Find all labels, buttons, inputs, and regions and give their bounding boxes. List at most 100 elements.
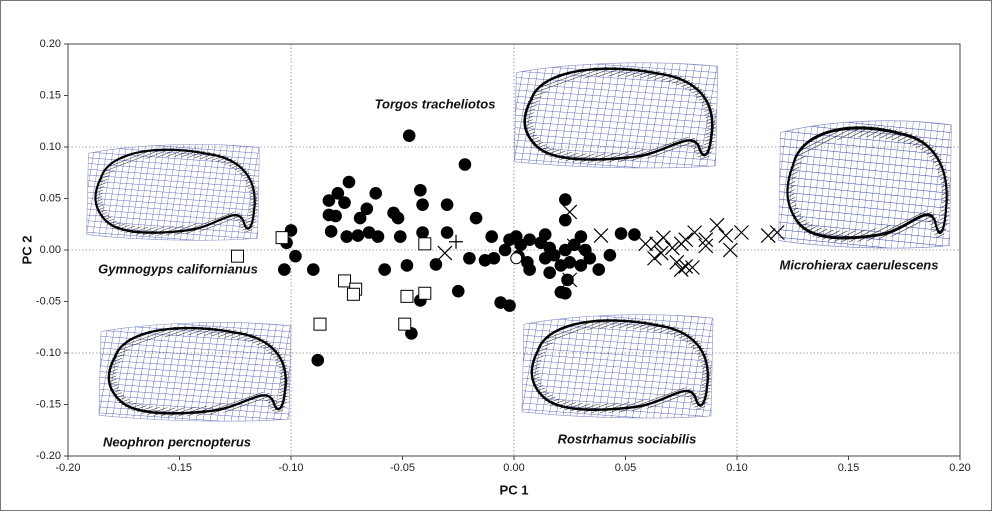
- point: [469, 211, 483, 225]
- point: [593, 228, 609, 244]
- x-tick-label: 0.05: [615, 462, 636, 474]
- warp-grid: [87, 144, 260, 240]
- y-tick-label: 0.00: [40, 244, 61, 256]
- point: [307, 263, 320, 276]
- point: [416, 226, 429, 239]
- point: [760, 228, 776, 244]
- point: [429, 258, 443, 271]
- point: [561, 273, 574, 287]
- point: [638, 236, 653, 252]
- point: [562, 272, 578, 288]
- point: [440, 198, 454, 211]
- annotation: Rostrhamus sociabilis: [558, 431, 697, 446]
- point: [558, 193, 572, 206]
- point: [400, 289, 414, 303]
- warp-grid: [522, 315, 713, 418]
- point: [487, 251, 501, 265]
- point: [566, 238, 582, 254]
- x-axis-label: PC 1: [500, 482, 529, 497]
- x-tick-label: -0.10: [278, 462, 303, 474]
- y-tick-label: 0.20: [40, 38, 61, 50]
- point: [331, 187, 345, 200]
- point: [503, 299, 516, 312]
- x-tick-label: 0.00: [503, 462, 524, 474]
- y-tick-label: 0.15: [40, 89, 61, 101]
- point: [523, 233, 536, 246]
- point: [437, 245, 453, 261]
- point: [371, 230, 385, 243]
- point: [449, 234, 464, 249]
- point: [278, 263, 291, 276]
- point: [543, 266, 556, 279]
- point: [346, 287, 360, 301]
- series: [278, 129, 641, 367]
- annotation: Neophron percnopterus: [103, 434, 251, 449]
- point: [402, 129, 416, 142]
- point: [687, 225, 703, 240]
- point: [311, 353, 325, 367]
- x-tick-label: -0.15: [167, 462, 192, 474]
- point: [592, 263, 606, 276]
- point: [769, 225, 785, 240]
- y-tick-label: 0.05: [40, 192, 61, 204]
- point: [289, 249, 302, 263]
- point: [614, 227, 628, 240]
- y-tick-label: -0.20: [36, 450, 61, 462]
- point: [418, 286, 432, 300]
- point: [387, 206, 400, 220]
- x-tick-label: 0.10: [726, 462, 747, 474]
- point: [275, 231, 289, 245]
- point: [378, 263, 391, 276]
- annotation: Gymnogyps californianus: [98, 261, 258, 276]
- point: [678, 232, 694, 248]
- point: [338, 274, 352, 288]
- point: [342, 175, 356, 189]
- point: [463, 251, 476, 265]
- point: [340, 230, 354, 243]
- point: [538, 228, 552, 241]
- point: [440, 226, 454, 239]
- point: [313, 317, 327, 331]
- point: [338, 196, 351, 209]
- point: [510, 252, 523, 265]
- series: [230, 231, 432, 331]
- point: [628, 228, 641, 241]
- warp-grid: [779, 121, 952, 248]
- point: [324, 225, 338, 238]
- point: [562, 204, 578, 220]
- x-tick-label: 0.20: [949, 462, 970, 474]
- warp-grid: [514, 63, 718, 168]
- point: [393, 230, 407, 243]
- point: [414, 183, 427, 197]
- point: [709, 217, 725, 233]
- point: [678, 259, 694, 274]
- series: [437, 204, 785, 288]
- series: [449, 234, 464, 249]
- y-tick-label: 0.10: [40, 141, 61, 153]
- point: [369, 187, 383, 200]
- point: [351, 229, 365, 242]
- point: [523, 263, 536, 276]
- point: [360, 202, 374, 216]
- point: [664, 240, 680, 256]
- point: [554, 259, 568, 272]
- x-tick-label: 0.15: [838, 462, 859, 474]
- point: [734, 225, 749, 240]
- point: [583, 251, 597, 265]
- point: [329, 209, 342, 223]
- point: [673, 262, 689, 277]
- point: [400, 259, 414, 272]
- point: [669, 254, 685, 270]
- point: [398, 317, 412, 331]
- annotation: Microhierax caerulescens: [780, 257, 939, 272]
- y-tick-label: -0.10: [36, 347, 61, 359]
- y-axis-label: PC 2: [19, 236, 34, 265]
- point: [322, 194, 336, 207]
- x-tick-label: -0.05: [390, 462, 415, 474]
- point: [416, 198, 429, 211]
- point: [653, 245, 669, 261]
- y-tick-label: -0.05: [36, 295, 61, 307]
- point: [722, 242, 738, 258]
